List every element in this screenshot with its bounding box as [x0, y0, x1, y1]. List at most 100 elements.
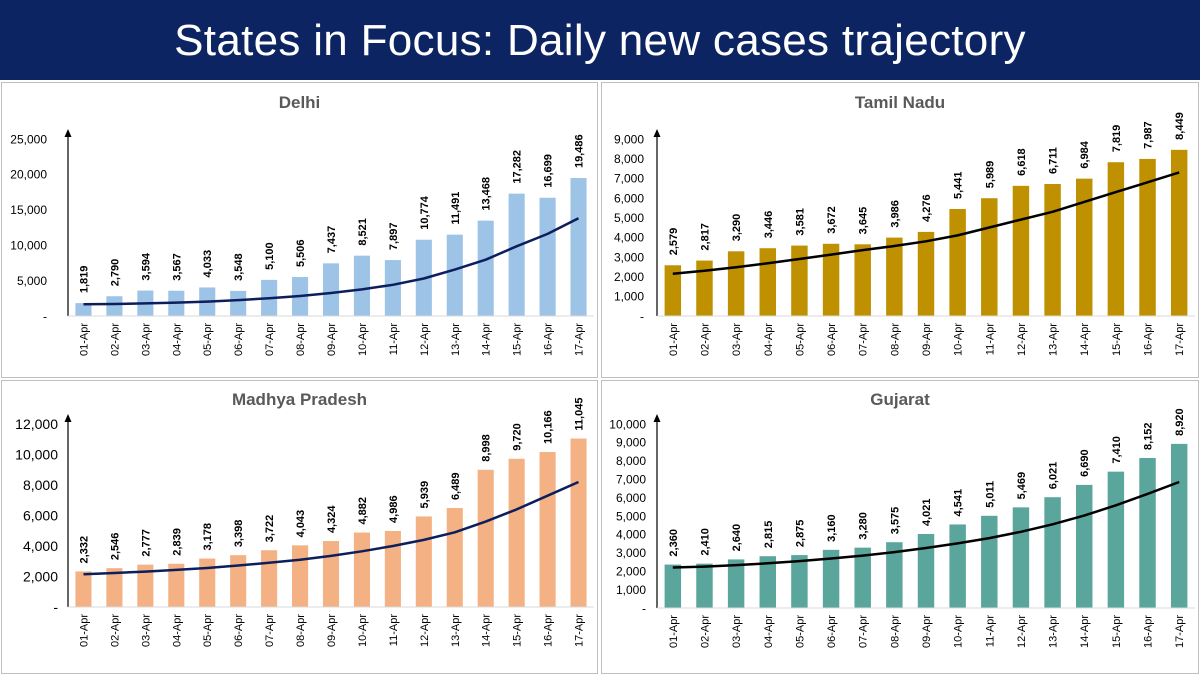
y-tick-label: 4,000: [23, 538, 58, 554]
data-label: 2,332: [78, 536, 90, 564]
data-label: 5,989: [984, 161, 996, 189]
x-tick-label: 10-Apr: [953, 323, 965, 356]
bar-04-apr: [759, 556, 776, 608]
bar-10-apr: [949, 524, 966, 608]
data-label: 2,790: [109, 259, 121, 287]
bar-15-apr: [508, 458, 525, 607]
x-tick-label: 04-Apr: [171, 614, 183, 647]
bar-01-apr: [75, 303, 92, 316]
y-tick-label: -: [53, 599, 58, 615]
x-tick-label: 08-Apr: [889, 615, 901, 648]
y-tick-label: 6,000: [614, 191, 644, 205]
data-label: 4,043: [295, 510, 307, 538]
data-label: 2,546: [109, 533, 121, 561]
bar-05-apr: [199, 558, 216, 607]
data-label: 3,581: [794, 208, 806, 236]
bar-09-apr: [322, 263, 340, 316]
chart-title: Tamil Nadu: [855, 93, 945, 112]
bar-12-apr: [1012, 507, 1030, 608]
bar-02-apr: [696, 260, 713, 316]
y-tick-label: 5,000: [614, 211, 644, 225]
y-tick-label: 1,000: [616, 583, 646, 597]
bar-11-apr: [384, 260, 401, 316]
x-tick-label: 10-Apr: [357, 323, 369, 356]
chart-madhya-pradesh: Madhya Pradesh - 2,000 4,000 6,000 8,000 10,00…: [15, 390, 594, 647]
chart-title: Delhi: [279, 93, 321, 112]
x-tick-label: 12-Apr: [419, 614, 431, 647]
x-tick-label: 08-Apr: [295, 614, 307, 647]
y-tick-label: 2,000: [23, 569, 58, 585]
data-label: 6,690: [1079, 449, 1091, 477]
bar-15-apr: [508, 193, 525, 316]
chart-tamil-nadu: Tamil Nadu - 1,000 2,000 3,000 4,000 5,000 6,00…: [614, 93, 1195, 356]
y-tick-label: 25,000: [10, 132, 47, 146]
chart-panel-delhi: Delhi - 5,000 10,000 15,000 20,000 25,000 1,819…: [1, 82, 598, 378]
data-label: 4,324: [326, 505, 338, 533]
x-tick-label: 07-Apr: [264, 323, 276, 356]
bar-15-apr: [1107, 471, 1125, 608]
bar-12-apr: [1012, 185, 1030, 316]
data-label: 13,468: [481, 177, 493, 211]
data-label: 3,548: [233, 253, 245, 281]
bar-16-apr: [1139, 458, 1156, 608]
data-label: 3,290: [731, 214, 743, 242]
y-tick-label: 20,000: [10, 168, 47, 182]
x-tick-label: 04-Apr: [763, 615, 775, 648]
data-label: 11,491: [450, 192, 462, 225]
x-tick-label: 09-Apr: [921, 323, 933, 356]
data-label: 5,441: [953, 171, 965, 199]
bar-09-apr: [917, 534, 935, 608]
data-label: 7,410: [1111, 436, 1123, 464]
bar-17-apr: [570, 438, 587, 607]
data-label: 3,178: [202, 523, 214, 551]
data-label: 3,986: [889, 200, 901, 228]
data-label: 16,699: [543, 154, 555, 188]
data-label: 6,711: [1048, 147, 1060, 174]
data-label: 5,939: [419, 481, 431, 509]
x-tick-label: 01-Apr: [668, 323, 680, 356]
bar-10-apr: [353, 532, 370, 607]
bar-03-apr: [727, 559, 745, 608]
bar-07-apr: [854, 547, 871, 608]
bar-13-apr: [1044, 184, 1061, 316]
data-label: 11,045: [574, 398, 586, 431]
x-tick-label: 03-Apr: [731, 615, 743, 648]
x-tick-label: 02-Apr: [699, 323, 711, 356]
y-tick-label: 5,000: [17, 274, 47, 288]
data-label: 3,398: [233, 520, 245, 548]
data-label: 4,541: [953, 489, 965, 517]
data-label: 10,166: [543, 410, 555, 444]
bar-04-apr: [168, 563, 185, 607]
bar-14-apr: [1076, 178, 1093, 316]
data-label: 4,021: [921, 498, 933, 526]
x-tick-label: 14-Apr: [481, 323, 493, 356]
trend-line: [672, 480, 1180, 569]
x-tick-label: 17-Apr: [1174, 323, 1186, 356]
x-tick-label: 11-Apr: [388, 614, 400, 647]
bar-13-apr: [1044, 497, 1061, 608]
data-label: 8,449: [1174, 112, 1186, 140]
y-tick-label: 7,000: [616, 473, 646, 487]
data-label: 5,011: [984, 481, 996, 508]
bar-11-apr: [384, 530, 401, 607]
bar-07-apr: [854, 244, 871, 316]
bar-06-apr: [822, 243, 840, 316]
data-label: 6,618: [1016, 148, 1028, 176]
data-label: 8,521: [357, 218, 369, 246]
x-tick-label: 02-Apr: [699, 615, 711, 648]
x-tick-label: 01-Apr: [668, 615, 680, 648]
data-label: 2,875: [794, 520, 806, 548]
data-label: 8,152: [1143, 422, 1155, 450]
x-tick-label: 03-Apr: [731, 323, 743, 356]
bar-03-apr: [727, 251, 745, 316]
trend-line: [83, 480, 580, 576]
y-tick-label: 2,000: [616, 565, 646, 579]
y-tick-label: 8,000: [614, 152, 644, 166]
x-tick-label: 06-Apr: [826, 615, 838, 648]
chart-title: Madhya Pradesh: [232, 390, 367, 409]
x-tick-label: 15-Apr: [1111, 615, 1123, 648]
bar-14-apr: [477, 220, 494, 316]
y-tick-label: 15,000: [10, 203, 47, 217]
bar-02-apr: [106, 568, 123, 607]
chart-panel-gujarat: Gujarat - 1,000 2,000 3,000 4,000 5,000 6,000 7,…: [601, 380, 1199, 674]
